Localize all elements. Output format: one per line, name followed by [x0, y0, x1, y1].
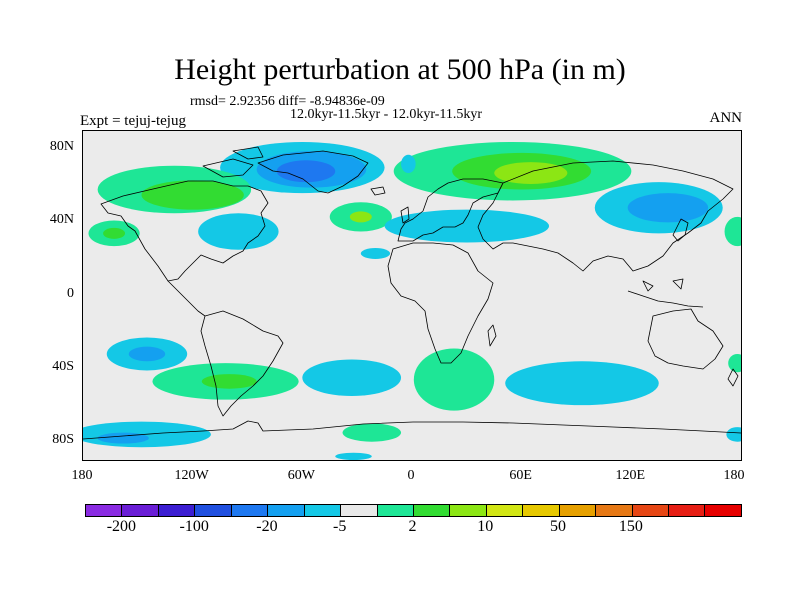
colorbar-swatch [268, 505, 305, 516]
colorbar-swatch [523, 505, 560, 516]
anomaly-region-25 [97, 432, 149, 444]
coast-japan [672, 218, 689, 242]
y-tick-label: 40N [49, 212, 74, 228]
anomaly-region-26 [342, 423, 402, 442]
anomaly-region-2 [276, 160, 336, 183]
anomaly-region-20 [201, 374, 257, 389]
coast-greenland [257, 150, 369, 194]
anomaly-region-9 [349, 211, 372, 223]
x-tick-label: 60W [287, 468, 315, 483]
anomaly-region-22 [413, 348, 495, 411]
colorbar-label: 150 [618, 518, 643, 535]
colorbar-label: -5 [333, 518, 347, 535]
anomaly-region-13 [494, 162, 568, 185]
anomaly-region-21 [302, 359, 402, 397]
colorbar-swatch [341, 505, 378, 516]
colorbar-swatch [122, 505, 159, 516]
coast-indonesia [627, 278, 704, 308]
period-label: 12.0kyr-11.5kyr - 12.0kyr-11.5kyr [290, 107, 483, 122]
colorbar-label: -20 [256, 518, 278, 535]
colorbar-label: 2 [408, 518, 417, 535]
x-tick-label: 0 [407, 468, 415, 483]
x-tick-label: 60E [509, 468, 532, 483]
anomaly-region-23 [505, 361, 659, 406]
y-tick-label: 40S [52, 358, 74, 374]
colorbar-swatch [377, 505, 414, 516]
colorbar [85, 504, 742, 517]
anomaly-region-31 [335, 452, 372, 460]
coast-asia [477, 160, 734, 272]
colorbar-swatch [450, 505, 487, 516]
colorbar-swatch [195, 505, 232, 516]
colorbar-label: -200 [106, 518, 137, 535]
coast-madagascar [487, 324, 497, 347]
colorbar-swatch [705, 505, 741, 516]
rmsd-diff-stats: rmsd= 2.92356 diff= -8.94836e-09 [190, 94, 385, 109]
coast-australia [647, 308, 724, 370]
coast-africa [387, 242, 494, 364]
anomaly-region-27 [724, 216, 741, 247]
anomaly-region-29 [401, 154, 416, 174]
colorbar-swatch [632, 505, 669, 516]
coast-central-america [167, 280, 206, 317]
y-tick-label: 80N [49, 139, 74, 155]
colorbar-label: 10 [477, 518, 494, 535]
colorbar-swatch [486, 505, 524, 516]
anomaly-region-14 [384, 209, 550, 243]
map-panel [82, 130, 742, 461]
anomaly-region-10 [360, 247, 391, 259]
anomaly-region-4 [141, 180, 244, 210]
experiment-label: Expt = tejuj-tejug [80, 113, 186, 129]
colorbar-swatch [413, 505, 451, 516]
colorbar-swatch [304, 505, 342, 516]
x-tick-label: 180 [723, 468, 745, 483]
map-svg [83, 141, 741, 460]
colorbar-swatch [596, 505, 633, 516]
x-tick-label: 180 [71, 468, 93, 483]
anomaly-region-18 [128, 346, 166, 362]
coast-arctic-islands [202, 146, 264, 178]
anomaly-region-7 [103, 227, 126, 239]
y-tick-label: 0 [67, 285, 74, 301]
season-label: ANN [709, 110, 743, 126]
coast-south-america [200, 310, 284, 417]
colorbar-swatch [231, 505, 269, 516]
anomaly-region-28 [728, 353, 741, 373]
colorbar-swatch [669, 505, 706, 516]
coast-iceland [370, 186, 386, 196]
anomaly-region-5 [198, 213, 279, 250]
x-tick-label: 120W [174, 468, 209, 483]
x-tick-label: 120E [615, 468, 646, 483]
coast-new-zealand [727, 368, 739, 387]
colorbar-swatch [86, 505, 123, 516]
coast-antarctica [83, 420, 741, 440]
figure-title: Height perturbation at 500 hPa (in m) [174, 53, 626, 86]
coastlines [83, 146, 741, 440]
colorbar-label: -100 [179, 518, 209, 535]
coast-north-america [100, 180, 269, 282]
y-tick-label: 80S [52, 431, 74, 447]
anomaly-region-30 [726, 427, 741, 442]
anomaly-region-16 [627, 193, 709, 223]
colorbar-swatch [559, 505, 597, 516]
colorbar-swatch [158, 505, 196, 516]
coast-uk [400, 206, 410, 224]
colorbar-label: 50 [550, 518, 567, 535]
anomaly-layer [83, 141, 741, 460]
